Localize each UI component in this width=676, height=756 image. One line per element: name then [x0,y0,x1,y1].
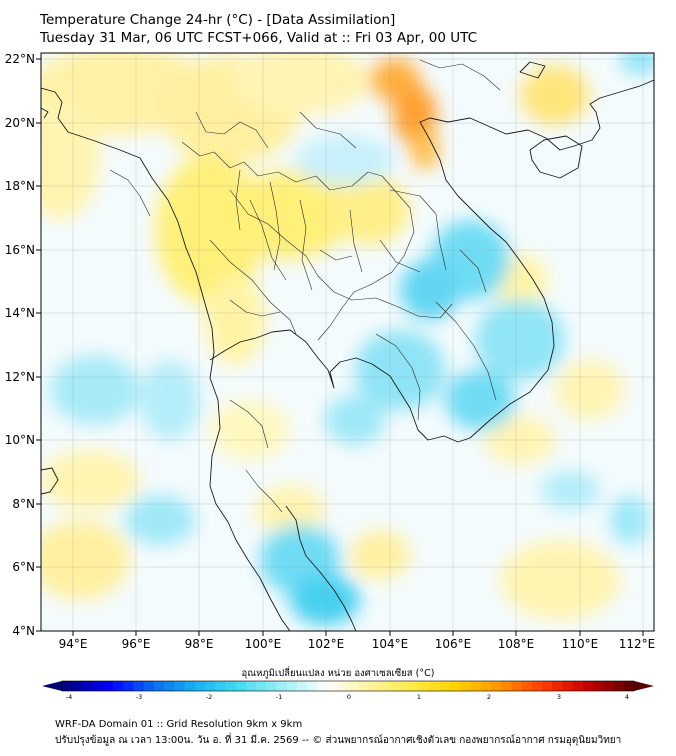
colorbar-cell [429,681,441,691]
lon-label-96e: 96°E [122,637,151,651]
colorbar-cell [603,681,614,691]
temperature-field [41,53,654,631]
colorbar-cell [470,681,482,691]
colorbar-cell [511,681,523,691]
colorbar-tick-m3: -3 [136,693,142,701]
colorbar-cell [378,681,390,691]
colorbar-cell [235,681,247,691]
colorbar-cell [143,681,155,691]
lon-label-104e: 104°E [372,637,409,651]
colorbar-cell [225,681,237,691]
colorbar-cell [491,681,502,691]
lat-label-20n: 20°N [5,116,35,130]
colorbar: -4 -3 -2 -1 0 1 2 3 4 [42,680,654,701]
map-subtitle: Tuesday 31 Mar, 06 UTC FCST+066, Valid a… [40,30,478,46]
colorbar-tick-4: 4 [625,693,629,701]
lat-label-16n: 16°N [5,243,35,257]
lon-label-108e: 108°E [498,637,535,651]
colorbar-cell [450,681,461,691]
admin-borders [109,59,501,513]
coastlines [41,61,654,631]
lat-label-12n: 12°N [5,370,35,384]
colorbar-cell [327,681,339,691]
colorbar-cell [123,681,134,691]
colorbar-cell [521,681,533,691]
lon-label-110e: 110°E [562,637,599,651]
colorbar-cell [572,681,584,691]
lat-label-4n: 4°N [12,624,35,638]
colorbar-tick-m4: -4 [66,693,72,701]
colorbar-cell [460,681,471,691]
colorbar-cell [276,681,288,691]
lat-label-22n: 22°N [5,52,35,66]
colorbar-cell [531,681,543,691]
colorbar-cell [296,681,308,691]
colorbar-cell [72,681,83,691]
colorbar-cell [307,681,318,691]
colorbar-cell [439,681,451,691]
colorbar-cell [368,681,380,691]
colorbar-cell [62,681,73,691]
colorbar-high-arrow [634,681,654,691]
lon-label-94e: 94°E [59,637,88,651]
lon-label-112e: 112°E [619,637,656,651]
colorbar-cell [256,681,267,691]
colorbar-cell [399,681,410,691]
colorbar-low-arrow [42,681,62,691]
colorbar-tick-2: 2 [487,693,491,701]
colorbar-cell [337,681,349,691]
colorbar-cell [113,681,124,691]
colorbar-cell [388,681,400,691]
colorbar-cell [133,681,145,691]
colorbar-cell [266,681,277,691]
lon-label-98e: 98°E [185,637,214,651]
footer-model-info: WRF-DA Domain 01 :: Grid Resolution 9km … [55,719,303,730]
colorbar-cell [348,681,359,691]
map-frame [40,52,655,632]
colorbar-cell [92,681,104,691]
colorbar-cell [623,681,635,691]
footer-credits: ปรับปรุงข้อมูล ณ เวลา 13:00น. วัน อ. ที่… [55,735,622,746]
lat-label-14n: 14°N [5,306,35,320]
colorbar-cell [286,681,298,691]
lon-label-102e: 102°E [308,637,345,651]
colorbar-tick-1: 1 [417,693,421,701]
colorbar-cell [205,681,216,691]
lat-label-18n: 18°N [5,179,35,193]
lon-label-100e: 100°E [245,637,282,651]
colorbar-label: อุณหภูมิเปลี่ยนแปลง หน่วย องศาเซลเซียส (… [241,668,435,679]
colorbar-cell [174,681,185,691]
lat-label-8n: 8°N [12,497,35,511]
colorbar-cell [245,681,257,691]
colorbar-cell [542,681,553,691]
colorbar-cells [62,681,635,691]
colorbar-cell [582,681,594,691]
colorbar-cell [215,681,226,691]
colorbar-tick-m2: -2 [206,693,212,701]
colorbar-cell [164,681,175,691]
colorbar-cell [153,681,165,691]
colorbar-cell [409,681,420,691]
lon-label-106e: 106°E [435,637,472,651]
colorbar-cell [552,681,563,691]
colorbar-cell [194,681,206,691]
lat-label-6n: 6°N [12,560,35,574]
colorbar-cell [358,681,369,691]
lat-label-10n: 10°N [5,433,35,447]
colorbar-cell [419,681,431,691]
colorbar-cell [562,681,574,691]
colorbar-cell [613,681,625,691]
colorbar-cell [501,681,512,691]
colorbar-cell [480,681,492,691]
colorbar-tick-3: 3 [557,693,561,701]
colorbar-cell [317,681,328,691]
colorbar-cell [102,681,114,691]
colorbar-cell [184,681,196,691]
map-title: Temperature Change 24-hr (°C) - [Data As… [40,12,396,28]
colorbar-tick-m1: -1 [276,693,282,701]
colorbar-tick-0: 0 [347,693,351,701]
colorbar-cell [82,681,94,691]
colorbar-cell [593,681,604,691]
